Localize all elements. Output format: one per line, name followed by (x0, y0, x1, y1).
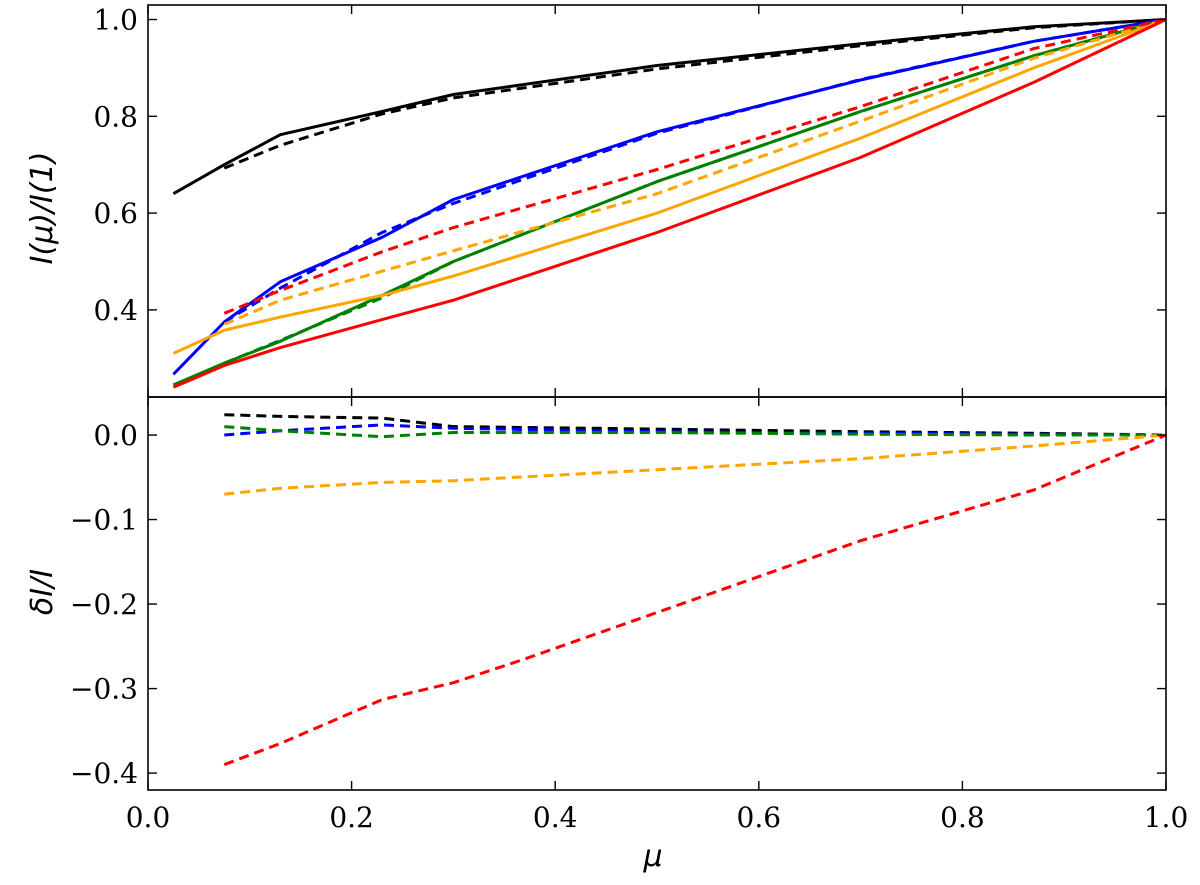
top-panel: 0.4 0.6 0.8 1.0 (93, 4, 1167, 398)
bottom-plot-frame (147, 396, 1167, 791)
bottom-y-tick-label: 0.0 (93, 419, 138, 452)
top-y-tick-label: 1.0 (93, 4, 138, 37)
x-tick-label: 0.4 (533, 801, 578, 834)
top-series-3-dashed-line (223, 18, 1167, 324)
bottom-y-tick-label: −0.1 (70, 504, 138, 537)
top-series-5-dashed-line (223, 18, 1167, 365)
bottom-series-3-dashed-line (224, 433, 1167, 496)
x-tick-label: 0.6 (737, 801, 782, 834)
bottom-y-tick-label: −0.3 (70, 673, 138, 706)
top-series-9-dashed-line (223, 18, 1167, 315)
top-series-6-solid-line (172, 18, 1167, 355)
top-series-1-dashed-line (223, 18, 1167, 170)
top-y-tick-label: 0.4 (93, 294, 138, 327)
top-series-0-solid-line (172, 18, 1167, 196)
x-tick-label: 0.2 (329, 801, 374, 834)
x-tick-label: 1.0 (1144, 801, 1189, 834)
top-y-tick-label: 0.8 (93, 100, 138, 133)
x-axis-label: μ (642, 839, 662, 874)
bottom-series-4-dashed-line (223, 433, 1167, 767)
x-tick-label: 0.0 (126, 801, 171, 834)
bottom-series-0-dashed-line (224, 413, 1167, 437)
x-tick-label: 0.8 (940, 801, 985, 834)
bottom-y-tick-label: −0.4 (70, 757, 138, 790)
top-series-8-solid-line (172, 18, 1167, 389)
top-y-tick-label: 0.6 (93, 197, 138, 230)
top-series-7-dashed-line (223, 18, 1167, 326)
top-y-axis-label: I(μ)/I(1) (25, 152, 60, 265)
bottom-panel: −0.4 −0.3 −0.2 −0.1 0.0 0.0 0.2 0.4 0.6 0.8 1.0 (70, 396, 1189, 834)
bottom-series-1-dashed-line (224, 423, 1167, 437)
bottom-series-2-dashed-line (224, 425, 1166, 439)
bottom-y-tick-label: −0.2 (70, 588, 138, 621)
bottom-y-axis-label: δI/I (25, 569, 60, 615)
